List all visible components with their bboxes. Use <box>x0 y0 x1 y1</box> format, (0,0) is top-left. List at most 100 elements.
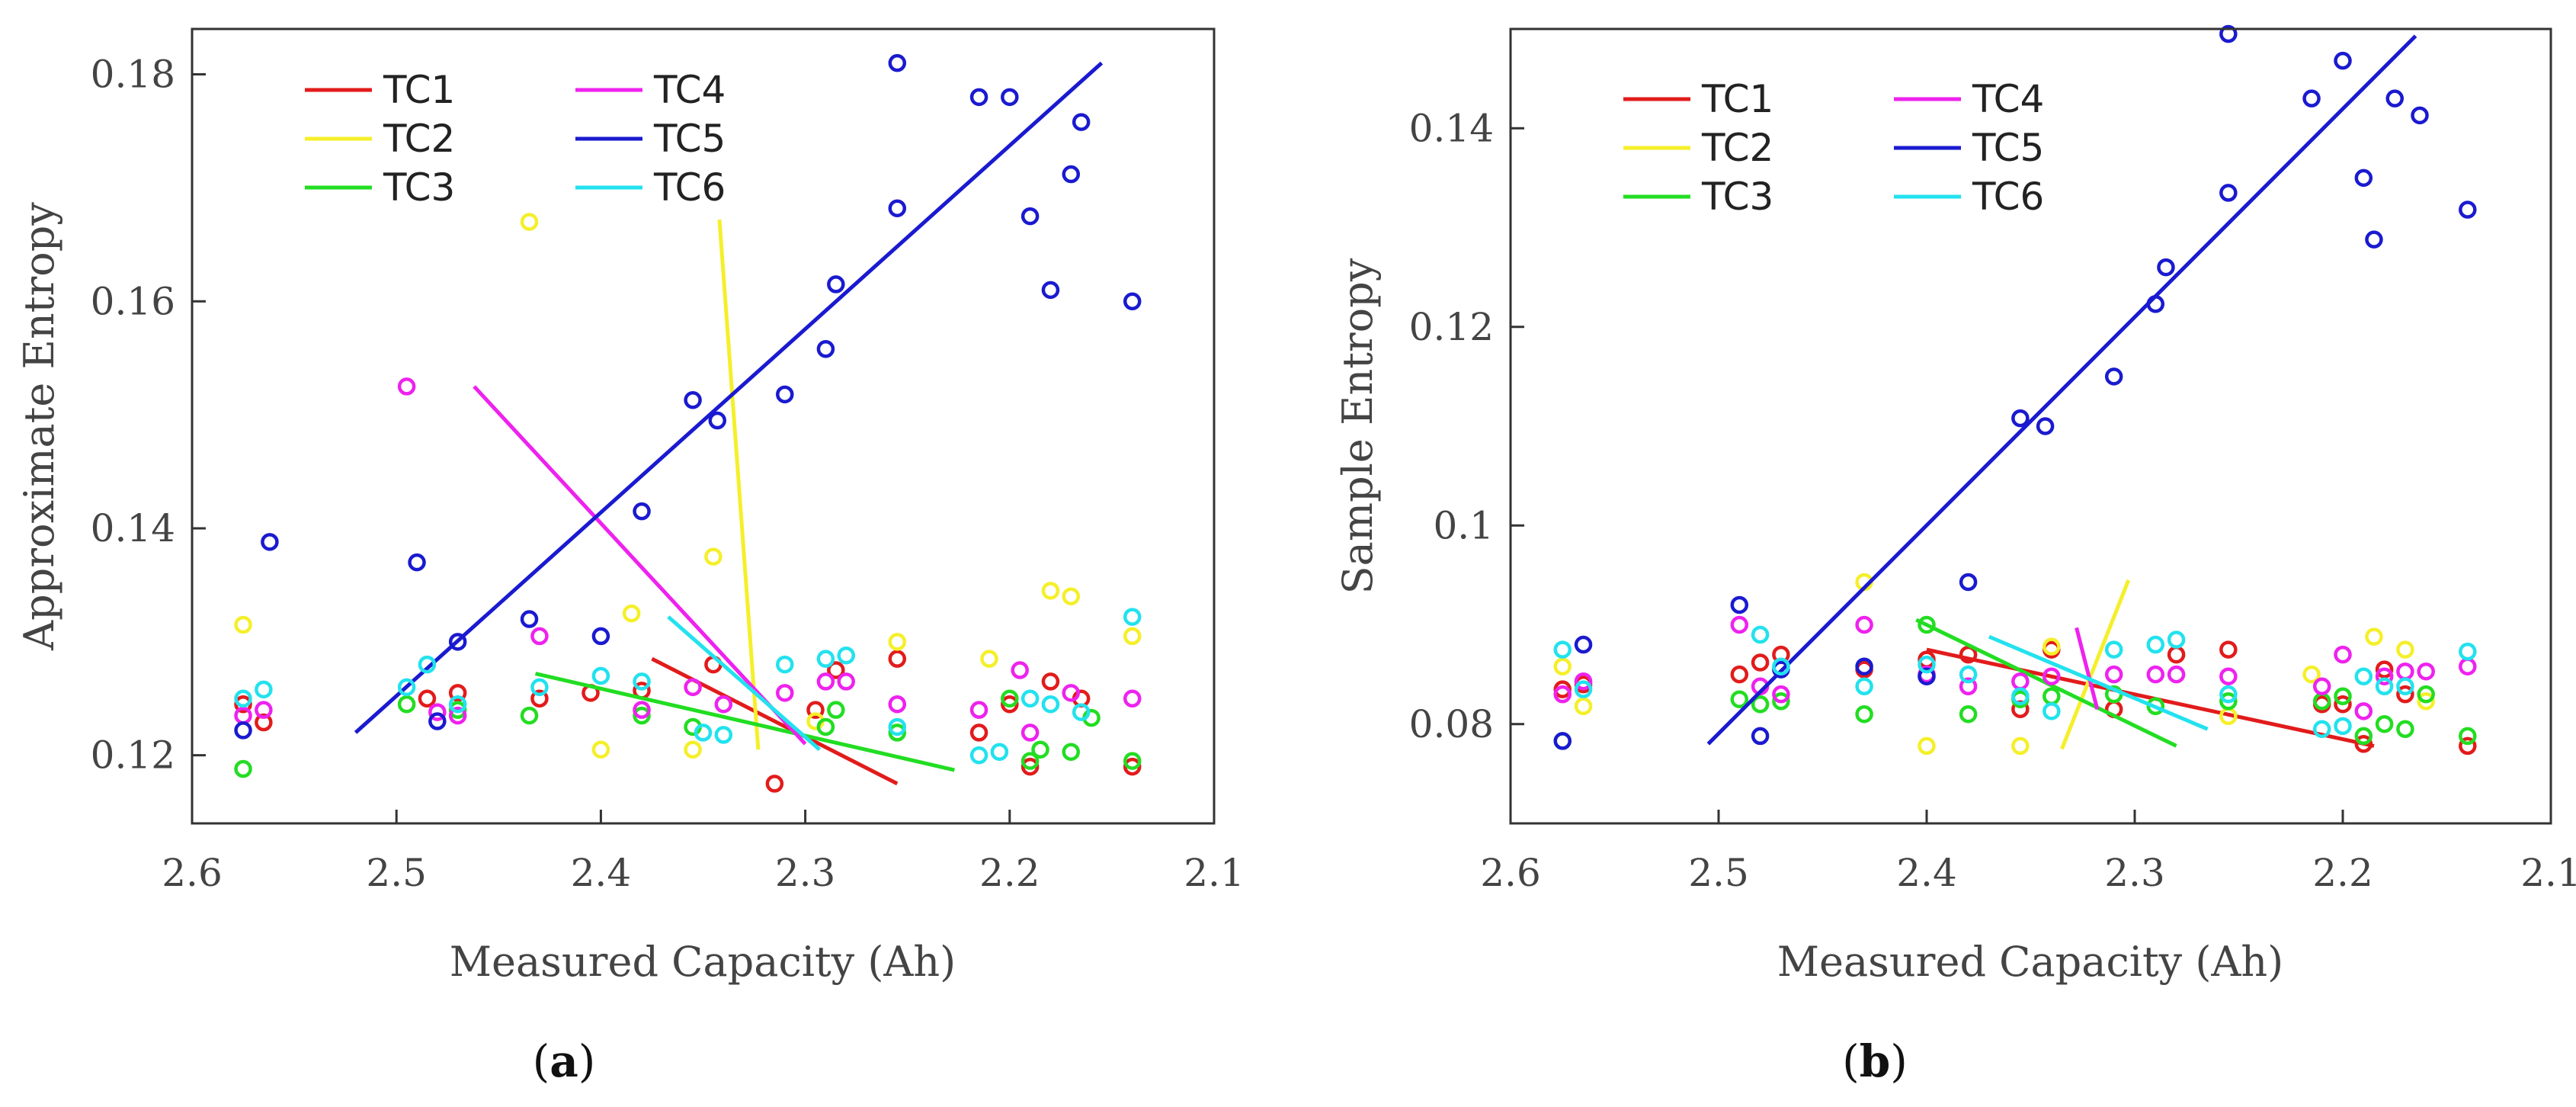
data-point-tc3 <box>2219 692 2238 711</box>
panel-b-caption-letter: b <box>1860 1035 1891 1087</box>
data-point-tc6 <box>888 717 907 736</box>
data-point-tc1 <box>448 684 467 702</box>
data-point-tc5 <box>591 627 610 646</box>
data-point-tc1 <box>2396 685 2414 704</box>
data-point-tc5 <box>2385 89 2404 107</box>
data-point-tc2 <box>2043 637 2061 656</box>
data-point-tc2 <box>1553 657 1572 675</box>
data-point-tc2 <box>704 547 722 566</box>
data-point-tc6 <box>1041 695 1060 714</box>
data-point-tc4 <box>633 701 651 719</box>
data-point-tc4 <box>1959 677 1978 696</box>
data-point-tc3 <box>888 724 907 742</box>
data-point-tc4 <box>2011 672 2030 691</box>
legend-label-tc1: TC1 <box>1701 77 1773 121</box>
data-point-tc5 <box>428 712 447 730</box>
chart-a-plot-frame <box>191 27 1216 825</box>
y-tick-label: 0.14 <box>91 506 175 550</box>
data-point-tc5 <box>1001 88 1019 107</box>
data-point-tc6 <box>2354 667 2373 685</box>
data-point-tc3 <box>1751 695 1770 714</box>
data-point-tc2 <box>622 604 641 623</box>
data-point-tc5 <box>969 88 988 107</box>
data-point-tc1 <box>2459 736 2477 756</box>
data-point-tc2 <box>980 650 998 668</box>
x-tick-label: 2.5 <box>1688 851 1749 895</box>
data-point-tc5 <box>2157 258 2175 277</box>
panel-b-caption-close: ) <box>1890 1035 1908 1087</box>
data-point-tc3 <box>1959 704 1978 724</box>
chart-a-x-axis-label: Measured Capacity (Ah) <box>450 938 956 986</box>
legend-label-tc5: TC5 <box>1972 126 2044 170</box>
data-point-tc5 <box>2411 106 2429 125</box>
y-tick-label: 0.14 <box>1409 106 1494 150</box>
panel-b-caption-open: ( <box>1842 1035 1860 1087</box>
chart-b-legend: TC1 TC4 TC2 TC5 TC3 TC6 <box>1623 77 2044 219</box>
x-tick-label: 2.2 <box>979 851 1040 895</box>
fit-line-tc5 <box>354 61 1104 734</box>
data-point-tc5 <box>2302 89 2321 107</box>
data-point-tc5 <box>2354 168 2373 188</box>
data-point-tc4 <box>2104 665 2123 684</box>
data-point-tc5 <box>888 53 907 72</box>
x-tick-label: 2.3 <box>775 851 836 895</box>
fit-line-tc6 <box>667 615 822 752</box>
data-point-tc5 <box>684 391 702 409</box>
legend-label-tc5: TC5 <box>653 117 726 161</box>
data-point-tc3 <box>2354 727 2373 746</box>
data-point-tc5 <box>2219 24 2238 43</box>
data-point-tc3 <box>827 701 845 719</box>
data-point-tc4 <box>397 377 416 396</box>
data-point-tc2 <box>591 740 610 759</box>
y-tick-label: 0.1 <box>1433 503 1494 547</box>
data-point-tc5 <box>1062 165 1081 184</box>
data-point-tc6 <box>2043 702 2061 720</box>
data-point-tc6 <box>1751 625 1770 644</box>
data-point-tc2 <box>520 213 539 231</box>
data-point-tc5 <box>888 199 907 217</box>
data-point-tc3 <box>234 759 252 778</box>
data-point-tc3 <box>816 717 835 736</box>
data-point-tc4 <box>1730 615 1749 634</box>
data-point-tc4 <box>2146 665 2165 684</box>
x-tick-label: 2.4 <box>571 851 632 895</box>
x-tick-label: 2.4 <box>1896 851 1957 895</box>
data-point-tc3 <box>448 701 467 719</box>
data-point-tc6 <box>2375 677 2394 696</box>
data-point-tc3 <box>2334 687 2352 706</box>
data-point-tc1 <box>1959 645 1978 664</box>
data-point-tc5 <box>1123 292 1142 311</box>
data-point-tc1 <box>1751 653 1770 672</box>
data-point-tc6 <box>1553 640 1572 659</box>
data-point-tc6 <box>1123 608 1142 626</box>
y-tick-label: 0.08 <box>1409 702 1494 746</box>
data-point-tc4 <box>1123 689 1142 708</box>
data-point-tc1 <box>806 701 825 719</box>
data-point-tc5 <box>827 275 845 294</box>
data-point-tc4 <box>2396 662 2414 681</box>
data-point-tc2 <box>1918 736 1936 756</box>
data-point-tc6 <box>418 655 437 674</box>
data-point-tc4 <box>255 701 273 719</box>
y-tick-label: 0.16 <box>91 279 175 323</box>
data-point-tc3 <box>1123 752 1142 770</box>
data-point-tc5 <box>2334 51 2352 70</box>
legend-label-tc3: TC3 <box>383 165 455 210</box>
data-point-tc3 <box>397 695 416 714</box>
data-point-tc6 <box>714 726 733 744</box>
data-point-tc5 <box>1959 573 1978 592</box>
chart-a-ticks: 2.6 2.5 2.4 2.3 2.2 2.1 0.12 0.14 0.16 0.18 <box>91 53 1245 895</box>
data-point-tc6 <box>591 666 610 685</box>
chart-b-y-axis-label: Sample Entropy <box>1334 258 1382 594</box>
data-point-tc4 <box>2354 702 2373 720</box>
data-point-tc4 <box>2334 645 2352 664</box>
data-point-tc1 <box>418 689 437 708</box>
data-point-tc4 <box>2043 667 2061 685</box>
data-point-tc2 <box>1062 587 1081 606</box>
data-point-tc4 <box>1772 685 1790 704</box>
data-point-tc2 <box>234 615 252 634</box>
data-point-tc4 <box>1020 724 1040 742</box>
legend-label-tc6: TC6 <box>653 165 726 210</box>
data-point-tc5 <box>2104 367 2123 386</box>
fit-line-tc2 <box>2060 579 2131 750</box>
